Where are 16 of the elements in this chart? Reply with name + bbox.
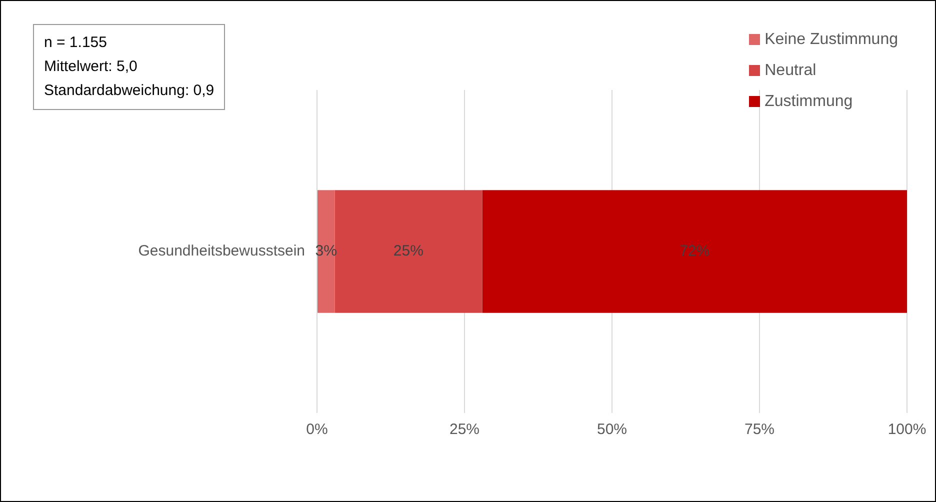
x-tick-label: 0% (306, 421, 328, 438)
text: Mittelwert: 5,0 (44, 57, 138, 77)
text: n = 1.155 (44, 33, 108, 53)
bar (334, 190, 482, 313)
bar (482, 190, 907, 313)
legend-label: Keine Zustimmung (764, 30, 898, 50)
data-label: 72% (680, 242, 710, 260)
y-tick-label: Gesundheitsbewusstsein (138, 242, 305, 260)
text: Standardabweichung: 0,9 (44, 81, 214, 101)
legend-label: Neutral (764, 60, 816, 80)
x-tick-label: 75% (744, 421, 775, 438)
x-tick-label: 100% (888, 421, 926, 438)
x-tick-label: 25% (449, 421, 480, 438)
legend-label: Zustimmung (764, 92, 853, 112)
data-label: 25% (393, 242, 424, 260)
x-tick-label: 50% (596, 421, 628, 438)
